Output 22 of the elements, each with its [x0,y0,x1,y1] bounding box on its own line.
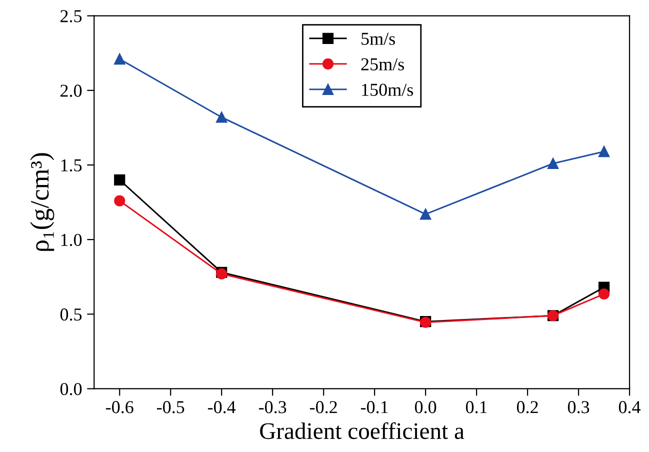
x-tick-label: -0.4 [208,401,236,414]
legend-label: 150m/s [362,84,414,96]
legend-label: 5m/s [362,32,395,45]
x-tick-label: -0.5 [156,401,184,414]
y-tick-label: 1.5 [61,159,82,172]
x-tick-label: -0.1 [360,401,388,414]
x-tick-label: 0.3 [568,401,590,414]
x-tick-label: 0.0 [414,401,436,414]
legend-label: 25m/s [361,58,404,70]
x-axis-title: Gradient coefficient a [260,422,464,440]
x-tick-label: 0.2 [516,401,538,414]
y-axis-title: ρ₁(g/cm³) [30,153,54,251]
x-tick-label: -0.3 [258,401,286,414]
x-tick-label: 0.1 [466,401,487,414]
y-tick-label: 2.0 [60,84,82,97]
y-tick-label: 0.5 [60,308,82,321]
y-tick-label: 0.0 [60,382,82,396]
y-tick-label: 2.5 [60,10,82,22]
x-tick-label: 0.4 [618,401,641,414]
x-tick-label: -0.6 [106,401,134,414]
x-tick-label: -0.2 [310,401,337,414]
y-tick-label: 1.0 [61,234,82,246]
